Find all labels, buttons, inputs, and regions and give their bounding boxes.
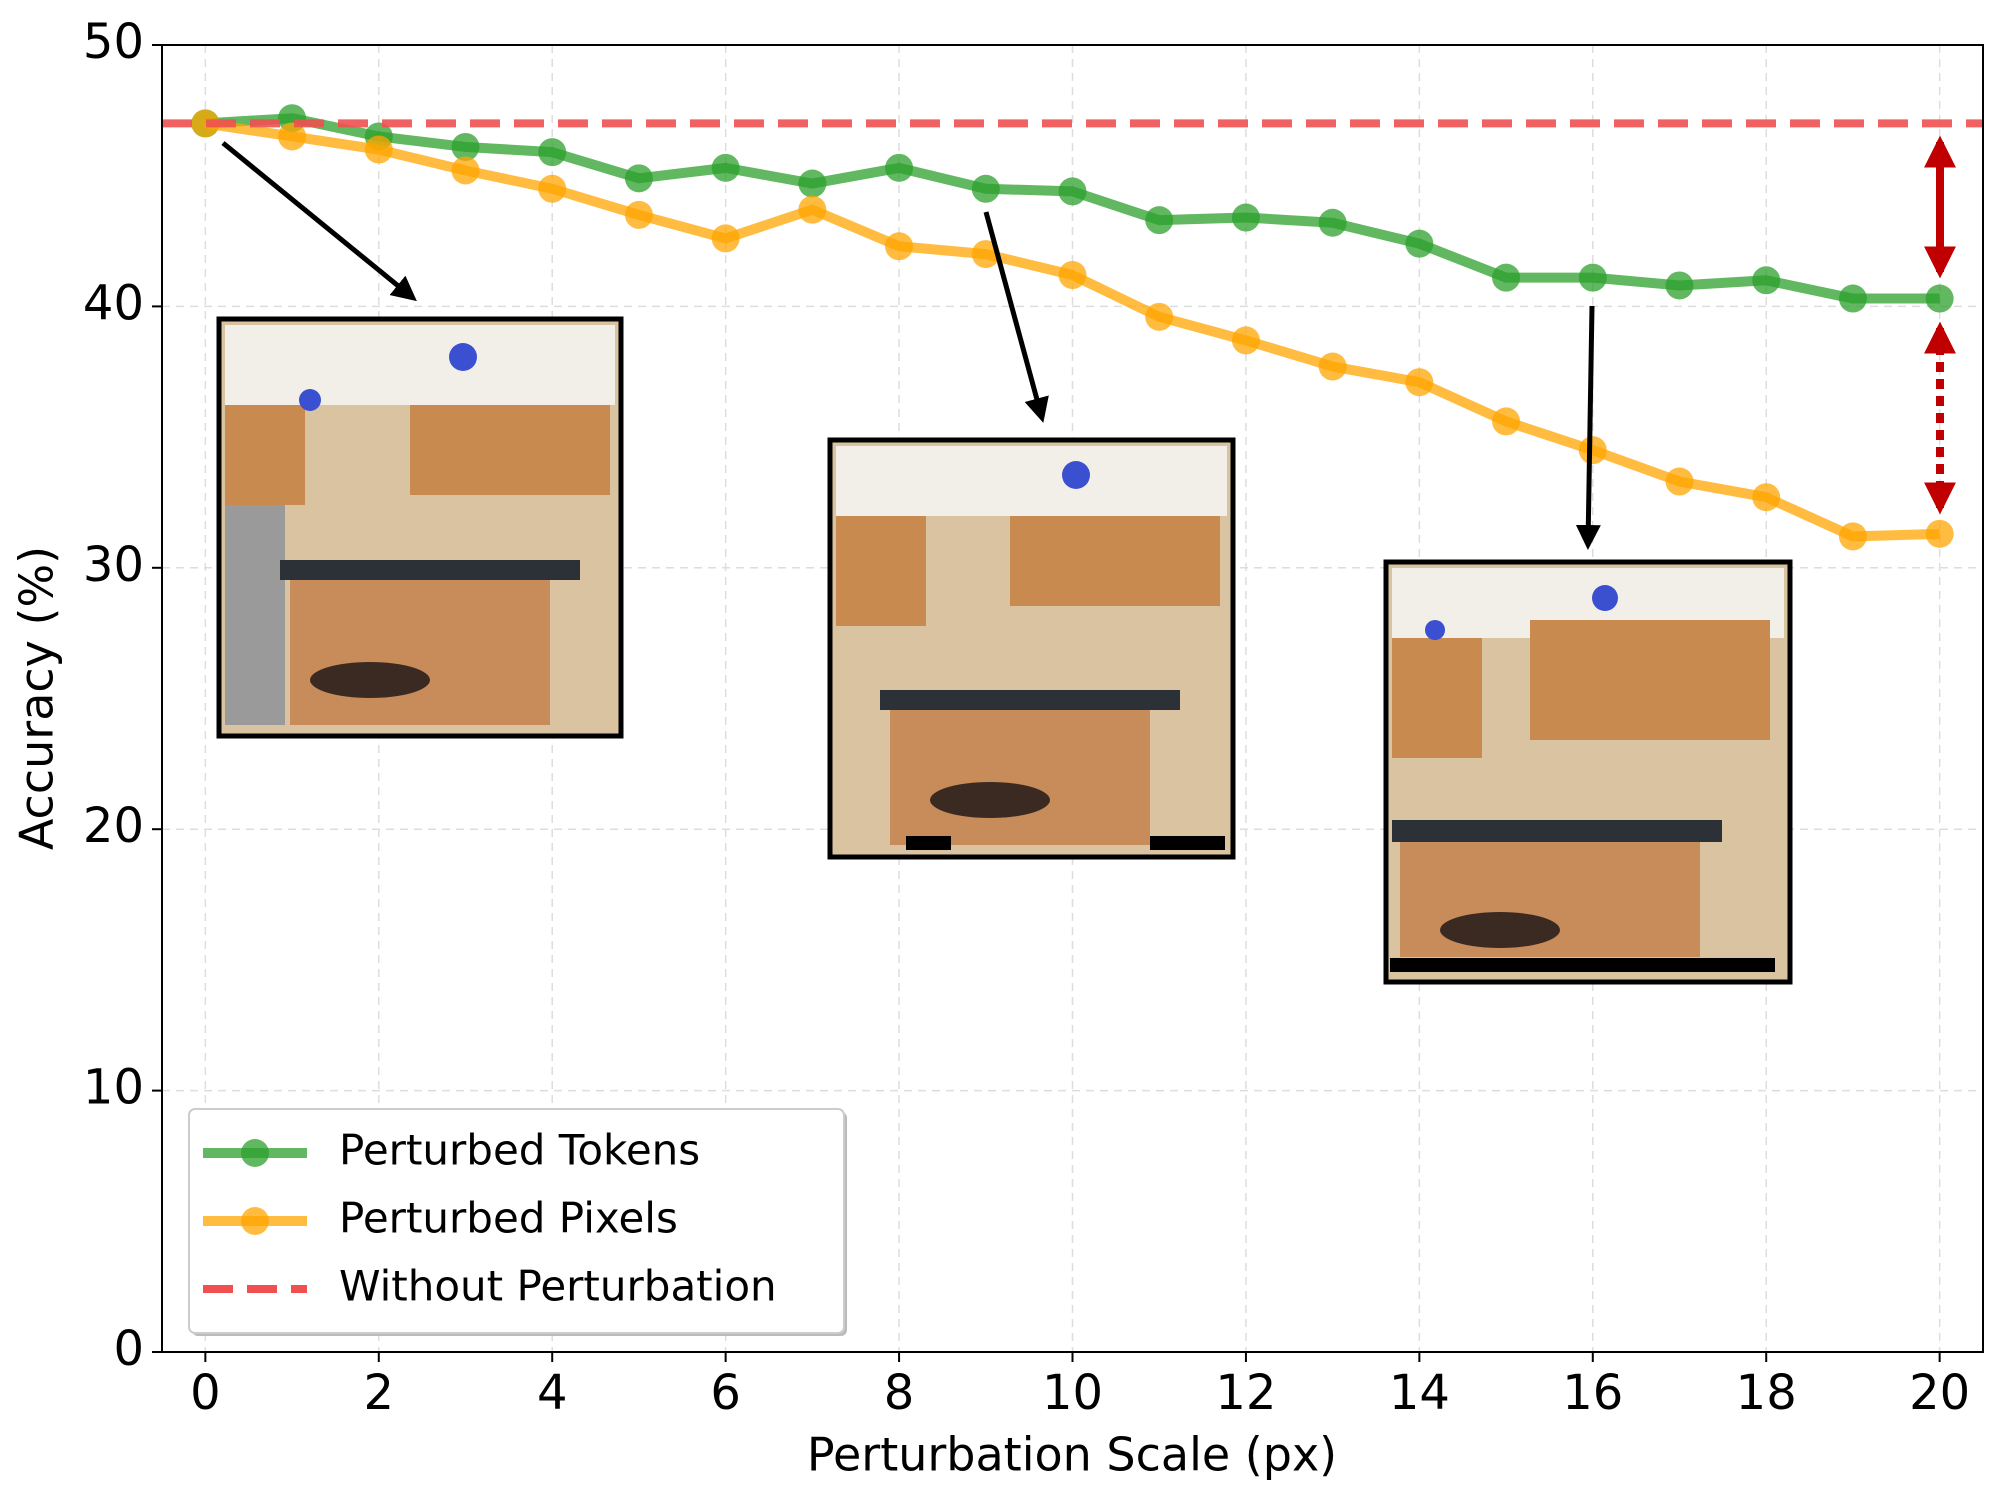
data-point bbox=[538, 138, 567, 167]
x-tick-label: 16 bbox=[1562, 1365, 1623, 1421]
y-tick-label: 40 bbox=[83, 275, 144, 331]
data-point bbox=[1578, 436, 1607, 465]
data-point bbox=[451, 132, 480, 161]
data-point bbox=[1752, 483, 1781, 512]
x-tick-label: 14 bbox=[1389, 1365, 1450, 1421]
y-tick-label: 0 bbox=[113, 1321, 144, 1377]
inset-image bbox=[1383, 559, 1793, 985]
legend: Perturbed Tokens Perturbed Pixels Without … bbox=[188, 1108, 847, 1336]
x-tick-label: 8 bbox=[884, 1365, 915, 1421]
data-point bbox=[798, 169, 827, 198]
data-point bbox=[711, 153, 740, 182]
x-tick-label: 0 bbox=[190, 1365, 221, 1421]
data-point bbox=[1665, 271, 1694, 300]
data-point bbox=[1318, 208, 1347, 237]
data-point bbox=[1838, 284, 1867, 313]
data-point bbox=[1925, 519, 1954, 548]
legend-swatch bbox=[241, 1207, 269, 1235]
data-point bbox=[538, 174, 567, 203]
legend-box bbox=[188, 1108, 845, 1334]
data-point bbox=[1405, 368, 1434, 397]
x-tick-label: 6 bbox=[710, 1365, 741, 1421]
x-tick-label: 20 bbox=[1909, 1365, 1970, 1421]
data-point bbox=[1058, 177, 1087, 206]
data-point bbox=[1752, 266, 1781, 295]
arrow bbox=[1575, 305, 1601, 550]
legend-swatch bbox=[241, 1139, 269, 1167]
x-axis-label: Perturbation Scale (px) bbox=[807, 1428, 1337, 1482]
x-tick-label: 2 bbox=[364, 1365, 395, 1421]
arrow bbox=[983, 211, 1049, 423]
data-point bbox=[1145, 302, 1174, 331]
y-tick-label: 50 bbox=[83, 14, 144, 70]
data-point bbox=[885, 232, 914, 261]
y-tick-label: 30 bbox=[83, 537, 144, 593]
data-point bbox=[1578, 263, 1607, 292]
legend-label: Perturbed Tokens bbox=[339, 1126, 700, 1175]
data-point bbox=[1058, 261, 1087, 290]
x-tick-label: 10 bbox=[1042, 1365, 1103, 1421]
data-point bbox=[278, 122, 307, 151]
data-point bbox=[1145, 206, 1174, 235]
legend-label: Without Perturbation bbox=[339, 1262, 777, 1311]
arrow bbox=[221, 141, 417, 302]
data-point bbox=[451, 156, 480, 185]
insets bbox=[216, 135, 1956, 985]
data-point bbox=[1492, 407, 1521, 436]
data-point bbox=[1492, 263, 1521, 292]
inset-image bbox=[827, 437, 1236, 860]
data-point bbox=[364, 135, 393, 164]
y-axis-label: Accuracy (%) bbox=[10, 546, 64, 850]
axes: 0 10 20 30 40 50 0 2 4 6 8 10 12 14 16 18 20 bbox=[83, 14, 1970, 1421]
data-point bbox=[798, 195, 827, 224]
data-point bbox=[885, 153, 914, 182]
data-point bbox=[624, 200, 653, 229]
x-tick-label: 4 bbox=[537, 1365, 568, 1421]
data-point bbox=[711, 224, 740, 253]
data-point bbox=[1925, 284, 1954, 313]
inset-image bbox=[216, 316, 624, 739]
data-point bbox=[1231, 203, 1260, 232]
x-tick-label: 18 bbox=[1736, 1365, 1797, 1421]
plot-marks bbox=[162, 104, 1983, 551]
y-tick-label: 10 bbox=[83, 1060, 144, 1116]
data-point bbox=[1405, 229, 1434, 258]
data-point bbox=[1231, 326, 1260, 355]
x-tick-label: 12 bbox=[1215, 1365, 1276, 1421]
data-point bbox=[1318, 352, 1347, 381]
data-point bbox=[1665, 467, 1694, 496]
y-tick-label: 20 bbox=[83, 798, 144, 854]
data-point bbox=[191, 109, 220, 138]
data-point bbox=[971, 240, 1000, 269]
data-point bbox=[624, 164, 653, 193]
data-point bbox=[971, 174, 1000, 203]
data-point bbox=[1838, 522, 1867, 551]
legend-label: Perturbed Pixels bbox=[339, 1194, 678, 1243]
